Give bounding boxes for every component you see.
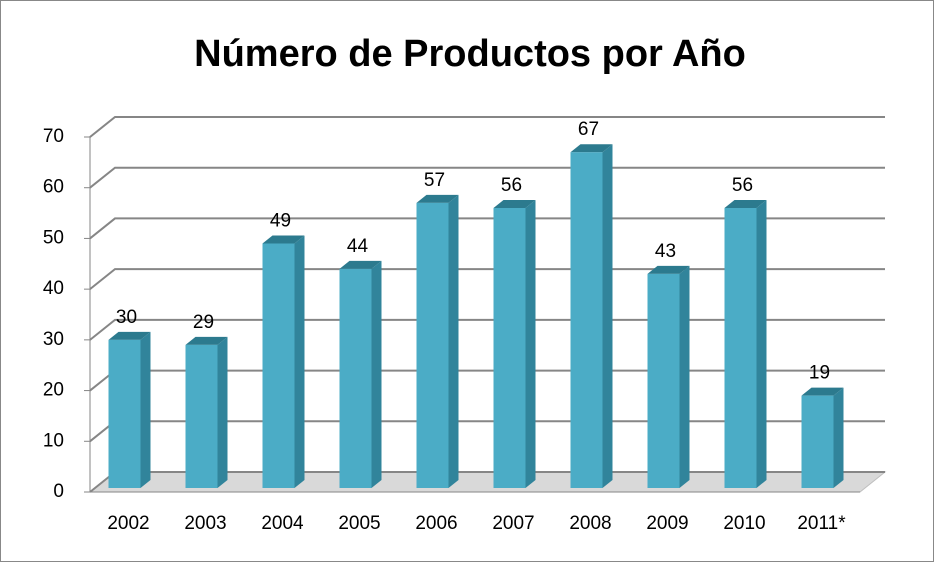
data-label: 43 — [655, 241, 676, 262]
x-tick-label: 2009 — [646, 513, 688, 534]
bar-side — [217, 336, 228, 488]
bar-side — [294, 235, 305, 488]
bar-side — [679, 265, 690, 488]
bar-top — [570, 144, 613, 153]
x-tick-label: 2002 — [107, 513, 149, 534]
data-label: 49 — [270, 211, 291, 232]
data-label: 56 — [732, 175, 753, 196]
y-tick-label: 30 — [43, 329, 64, 350]
chart-title: Número de Productos por Año — [194, 33, 746, 75]
x-tick-label: 2006 — [415, 513, 457, 534]
bar-top — [493, 200, 536, 208]
bar-top — [724, 200, 767, 208]
data-label: 19 — [809, 363, 830, 384]
grid-line — [89, 318, 885, 341]
bar-side — [833, 387, 844, 488]
x-tick-label: 2007 — [492, 513, 534, 534]
bar-top — [647, 265, 690, 274]
y-tick-label: 0 — [53, 481, 64, 502]
bar-side — [602, 144, 613, 488]
bar — [185, 344, 218, 488]
bar-top — [416, 194, 459, 203]
y-tick-label: 10 — [43, 430, 64, 451]
bar — [724, 208, 757, 488]
bar-side — [140, 331, 151, 488]
grid-line — [89, 166, 885, 189]
x-tick-label: 2010 — [723, 513, 765, 534]
data-label: 56 — [501, 175, 522, 196]
bar — [339, 268, 372, 488]
x-tick-label: 2011* — [797, 513, 846, 534]
y-tick-label: 40 — [43, 278, 64, 299]
x-tick-label: 2005 — [338, 513, 380, 534]
data-label: 57 — [424, 170, 445, 191]
data-label: 67 — [578, 119, 599, 140]
grid-line — [89, 217, 885, 240]
bar — [108, 339, 141, 488]
bar-side — [756, 200, 767, 488]
y-tick-label: 50 — [43, 227, 64, 248]
bar — [416, 202, 449, 488]
x-tick-label: 2003 — [184, 513, 226, 534]
bar-side — [448, 194, 459, 488]
y-tick-label: 20 — [43, 380, 64, 401]
bar — [801, 395, 834, 488]
bar-side — [525, 200, 536, 488]
grid-line — [89, 268, 885, 290]
x-tick-label: 2004 — [261, 513, 304, 534]
data-label: 44 — [347, 236, 369, 257]
y-tick-label: 60 — [43, 177, 64, 198]
bar-top — [339, 260, 382, 269]
data-label: 29 — [193, 312, 214, 333]
bar-side — [371, 260, 382, 488]
grid-line — [89, 116, 885, 138]
y-tick-label: 70 — [43, 126, 64, 147]
bar — [493, 208, 526, 488]
data-label: 30 — [116, 307, 137, 328]
bar-top — [108, 331, 151, 340]
bar-top — [262, 235, 305, 244]
bar — [262, 243, 295, 488]
bar-top — [185, 336, 228, 345]
bar-top — [801, 387, 844, 396]
bar — [647, 273, 680, 488]
bar — [570, 152, 603, 488]
x-tick-label: 2008 — [569, 513, 611, 534]
